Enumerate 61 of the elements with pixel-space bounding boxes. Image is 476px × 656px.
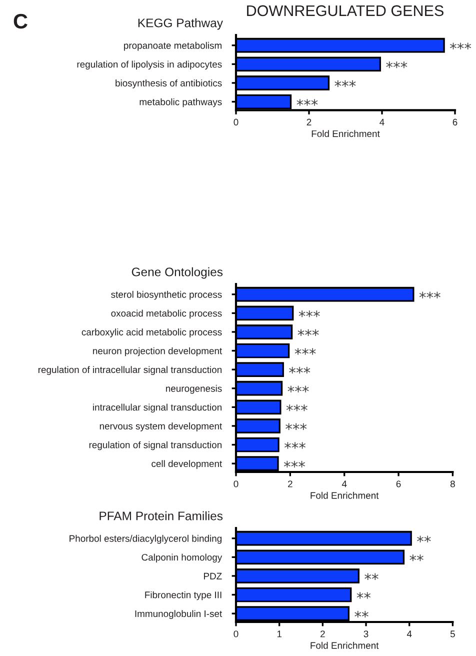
- y-tick-label: neuron projection development: [93, 347, 222, 356]
- annotation: ***: [286, 404, 308, 412]
- x-tick-label: 4: [380, 118, 384, 126]
- x-tick-label: 4: [342, 480, 347, 488]
- annotation: ***: [334, 80, 356, 87]
- chart-title: KEGG Pathway: [138, 18, 223, 30]
- x-tick-label: 5: [450, 630, 455, 638]
- y-tick-label: sterol biosynthetic process: [111, 290, 222, 300]
- x-tick-label: 2: [320, 630, 325, 638]
- annotation: **: [410, 554, 424, 562]
- annotation: ***: [288, 386, 309, 392]
- annotation: ***: [298, 310, 320, 318]
- x-axis-title: Fold Enrichment: [310, 492, 379, 499]
- y-tick-label: regulation of intracellular signal transduction: [38, 366, 222, 375]
- annotation: ***: [289, 366, 310, 374]
- annotation: ***: [450, 42, 472, 50]
- y-tick-label: nervous system development: [100, 422, 222, 432]
- y-tick-label: oxoacid metabolic process: [111, 310, 222, 319]
- annotation: ***: [294, 348, 316, 355]
- y-tick-label: Phorbol esters/diacylglycerol binding: [70, 534, 222, 544]
- text: DOWNREGULATED GENES: [247, 5, 444, 16]
- x-tick-label: 0: [234, 480, 238, 488]
- annotation: ***: [419, 292, 440, 298]
- chart-title: PFAM Protein Families: [100, 511, 223, 520]
- chart-title: Gene Ontologies: [132, 267, 223, 279]
- y-tick-label: regulation of signal transduction: [89, 441, 222, 450]
- annotation: ***: [284, 460, 305, 468]
- annotation: **: [354, 610, 368, 618]
- x-axis-title: Fold Enrichment: [312, 130, 380, 138]
- annotation: **: [417, 536, 431, 542]
- x-tick-label: 1: [277, 630, 282, 638]
- annotation: **: [364, 573, 378, 580]
- x-tick-label: 3: [364, 630, 368, 638]
- y-tick-label: Fibronectin type III: [145, 591, 222, 600]
- y-tick-label: biosynthesis of antibiotics: [116, 80, 222, 88]
- y-tick-label: intracellular signal transduction: [93, 404, 222, 413]
- annotation: ***: [298, 329, 319, 336]
- annotation: **: [356, 592, 371, 599]
- x-tick-label: 6: [452, 118, 458, 126]
- x-tick-label: 4: [406, 630, 412, 638]
- annotation: ***: [286, 423, 307, 430]
- x-tick-label: 0: [234, 630, 238, 638]
- y-tick-label: PDZ: [204, 572, 222, 580]
- x-tick-label: 2: [306, 118, 312, 126]
- x-tick-label: 6: [396, 480, 401, 488]
- y-tick-label: Calponin homology: [142, 554, 222, 563]
- y-tick-label: carboxylic acid metabolic process: [82, 328, 222, 338]
- annotation: ***: [296, 99, 318, 106]
- y-tick-label: cell development: [152, 460, 222, 469]
- x-tick-label: 2: [288, 480, 292, 488]
- x-axis-title: Fold Enrichment: [310, 642, 379, 649]
- x-tick-label: 0: [234, 118, 238, 126]
- text: C: [14, 14, 28, 29]
- annotation: ***: [386, 62, 408, 68]
- y-tick-label: Immunoglobulin I-set: [135, 610, 222, 619]
- y-tick-label: propanoate metabolism: [124, 42, 222, 51]
- y-tick-label: metabolic pathways: [140, 98, 222, 108]
- y-tick-label: neurogenesis: [166, 384, 222, 394]
- x-tick-label: 8: [450, 480, 455, 488]
- y-tick-label: regulation of lipolysis in adipocytes: [77, 60, 222, 70]
- annotation: ***: [284, 442, 306, 449]
